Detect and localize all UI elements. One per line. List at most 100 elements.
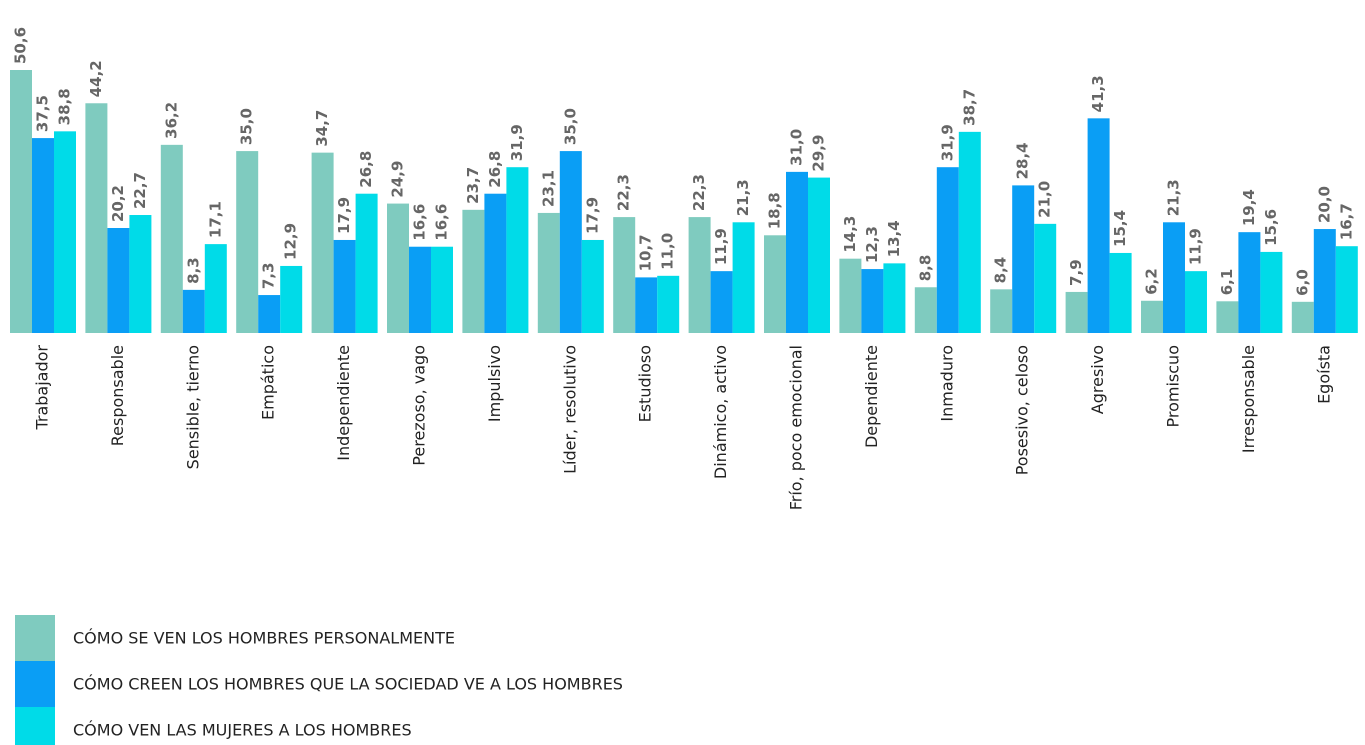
value-label: 26,8	[357, 151, 375, 188]
value-label: 8,4	[992, 257, 1010, 284]
bar	[258, 295, 281, 333]
value-label: 11,9	[712, 228, 730, 265]
bar	[1065, 291, 1088, 333]
bar	[1141, 300, 1163, 333]
value-label: 6,1	[1218, 269, 1236, 296]
bar	[688, 217, 711, 333]
value-label: 19,4	[1240, 189, 1258, 226]
value-label: 8,3	[184, 257, 202, 284]
x-tick-label: Perezoso, vago	[410, 345, 429, 466]
bar	[990, 289, 1013, 333]
x-tick-label: Sensible, tierno	[183, 345, 202, 469]
bar	[387, 203, 409, 333]
legend-swatch	[15, 615, 55, 661]
value-label: 31,9	[938, 124, 956, 161]
x-tick-label: Inmaduro	[937, 345, 956, 422]
bar	[107, 228, 130, 333]
legend-swatch	[15, 661, 55, 707]
value-label: 7,9	[1067, 259, 1085, 286]
value-label: 18,8	[766, 192, 784, 229]
bar	[431, 246, 453, 333]
bar	[1109, 252, 1132, 333]
x-tick-label: Estudioso	[636, 345, 655, 422]
bar	[1163, 222, 1185, 333]
bar	[333, 239, 356, 333]
bar	[1335, 246, 1358, 333]
value-label: 15,4	[1111, 210, 1129, 247]
bar	[355, 193, 378, 333]
x-tick-label: Dependiente	[862, 345, 881, 448]
bar	[1260, 251, 1283, 333]
bar	[160, 144, 183, 333]
bar	[710, 271, 733, 333]
value-label: 10,7	[637, 234, 655, 271]
value-label: 7,3	[260, 262, 278, 289]
legend-label: CÓMO VEN LAS MUJERES A LOS HOMBRES	[73, 721, 412, 740]
value-label: 31,9	[508, 124, 526, 161]
bar	[657, 275, 680, 333]
x-tick-label: Promiscuo	[1164, 345, 1183, 427]
bar	[1185, 271, 1207, 333]
bar	[537, 212, 560, 333]
value-label: 23,1	[539, 170, 557, 207]
value-label: 17,9	[335, 197, 353, 234]
value-label: 31,0	[788, 129, 806, 166]
legend-label: CÓMO CREEN LOS HOMBRES QUE LA SOCIEDAD V…	[73, 675, 623, 694]
x-tick-label: Posesivo, celoso	[1013, 345, 1032, 475]
x-tick-label: Trabajador	[33, 345, 52, 431]
value-label: 11,9	[1187, 228, 1205, 265]
bar	[1291, 301, 1314, 333]
value-label: 16,7	[1337, 203, 1355, 240]
bar	[1313, 229, 1336, 333]
bar	[484, 193, 507, 333]
bar	[1238, 232, 1261, 333]
x-tick-label: Independiente	[334, 345, 353, 461]
value-label: 24,9	[389, 161, 407, 198]
x-tick-label: Irresponsable	[1239, 345, 1258, 453]
bar	[54, 131, 76, 333]
value-label: 34,7	[313, 110, 331, 147]
bar	[409, 246, 431, 333]
legend-label: CÓMO SE VEN LOS HOMBRES PERSONALMENTE	[73, 629, 455, 648]
value-label: 23,7	[464, 167, 482, 204]
value-label: 41,3	[1089, 75, 1107, 112]
bar	[462, 209, 485, 333]
bar	[732, 222, 755, 333]
bar	[958, 131, 981, 333]
value-label: 35,0	[238, 108, 256, 145]
value-label: 6,0	[1293, 269, 1311, 296]
value-label: 35,0	[561, 108, 579, 145]
bar	[182, 289, 205, 333]
bar	[1012, 185, 1035, 333]
value-label: 14,3	[841, 216, 859, 253]
bar	[204, 244, 227, 333]
value-label: 20,0	[1315, 186, 1333, 223]
value-label: 37,5	[34, 95, 52, 132]
x-tick-label: Empático	[259, 345, 278, 420]
bar	[914, 287, 937, 333]
bar	[936, 167, 959, 333]
bar	[786, 171, 808, 333]
value-label: 38,8	[56, 88, 74, 125]
bar	[506, 167, 529, 333]
bar	[1216, 301, 1239, 333]
bar	[280, 265, 303, 333]
value-label: 16,6	[411, 204, 429, 241]
bar	[581, 239, 604, 333]
value-label: 36,2	[162, 102, 180, 139]
value-label: 26,8	[486, 151, 504, 188]
bar	[808, 177, 830, 333]
x-tick-label: Frío, poco emocional	[787, 345, 806, 510]
x-tick-label: Responsable	[108, 345, 127, 446]
value-label: 44,2	[87, 60, 105, 97]
value-label: 17,1	[206, 201, 224, 238]
value-label: 22,3	[615, 174, 633, 211]
x-tick-label: Dinámico, activo	[711, 345, 730, 479]
bar	[85, 103, 108, 333]
bar	[32, 138, 54, 333]
value-label: 38,7	[960, 89, 978, 126]
value-label: 21,3	[1165, 179, 1183, 216]
value-label: 22,7	[131, 172, 149, 209]
bar	[10, 70, 32, 333]
